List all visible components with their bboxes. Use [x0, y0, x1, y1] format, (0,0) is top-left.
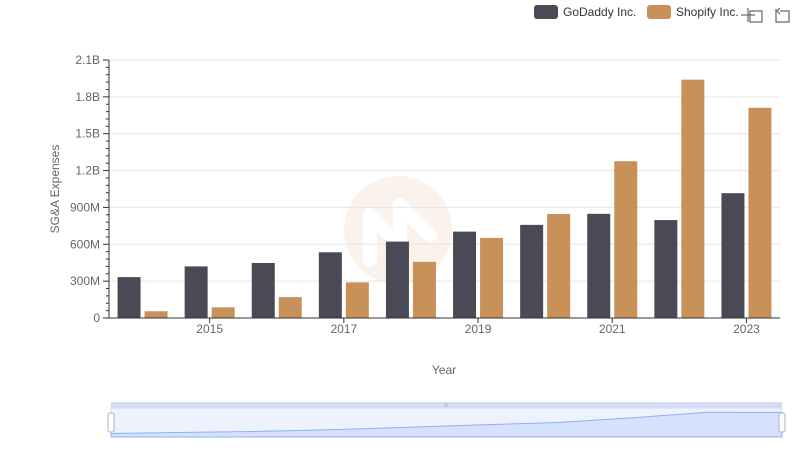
bar-shopify-2023[interactable] [748, 107, 772, 318]
bar-shopify-2014[interactable] [144, 311, 168, 318]
bar-godaddy-2016[interactable] [251, 262, 275, 318]
slider-handle-right[interactable] [778, 412, 786, 433]
bar-shopify-2021[interactable] [614, 161, 638, 318]
y-axis-title: SG&A Expenses [48, 145, 62, 234]
x-axis: 2015 2017 2019 2021 2023 [109, 317, 780, 336]
y-tick-label: 600M [70, 237, 100, 251]
slider-grip-icon: ≡ [444, 403, 448, 409]
data-zoom-slider[interactable]: ≡ [107, 402, 786, 438]
bar-godaddy-2020[interactable] [520, 224, 544, 318]
x-tick-label: 2023 [733, 322, 760, 336]
restore-icon[interactable] [775, 7, 790, 23]
legend-label-godaddy: GoDaddy Inc. [563, 5, 636, 19]
y-tick-label: 2.1B [75, 53, 100, 67]
legend-item-shopify[interactable]: Shopify Inc. [647, 5, 739, 19]
bar-godaddy-2014[interactable] [117, 277, 141, 318]
x-tick-label: 2017 [330, 322, 357, 336]
bar-shopify-2015[interactable] [211, 307, 235, 318]
bar-godaddy-2015[interactable] [184, 266, 208, 318]
y-tick-label: 1.2B [75, 164, 100, 178]
slider-preview-area [110, 411, 783, 438]
crosshair-icon[interactable] [741, 8, 763, 23]
bar-godaddy-2021[interactable] [587, 213, 611, 318]
bar-shopify-2017[interactable] [345, 282, 369, 318]
x-tick-label: 2019 [465, 322, 492, 336]
bar-shopify-2020[interactable] [547, 213, 571, 318]
x-tick-label: 2021 [599, 322, 626, 336]
slider-handle-left[interactable] [107, 412, 115, 433]
legend-label-shopify: Shopify Inc. [676, 5, 739, 19]
bar-shopify-2022[interactable] [681, 79, 705, 319]
bar-godaddy-2022[interactable] [654, 220, 678, 318]
y-tick-label: 300M [70, 274, 100, 288]
y-axis: 0 300M 600M 900M 1.2B 1.5B 1.8B 2.1B [70, 53, 110, 325]
x-axis-title: Year [432, 363, 456, 377]
bars [117, 79, 772, 319]
legend-swatch-shopify [647, 5, 671, 19]
bar-shopify-2019[interactable] [480, 237, 504, 318]
legend: GoDaddy Inc. Shopify Inc. [534, 5, 739, 19]
bar-godaddy-2023[interactable] [721, 193, 745, 318]
bar-shopify-2016[interactable] [278, 297, 302, 318]
bar-godaddy-2019[interactable] [453, 231, 477, 318]
y-tick-label: 1.5B [75, 127, 100, 141]
x-tick-label: 2015 [196, 322, 223, 336]
bar-godaddy-2017[interactable] [318, 252, 342, 318]
legend-item-godaddy[interactable]: GoDaddy Inc. [534, 5, 636, 19]
slider-top-bar[interactable] [111, 402, 782, 408]
bar-shopify-2018[interactable] [412, 261, 436, 318]
bar-godaddy-2018[interactable] [385, 241, 409, 318]
y-tick-label: 900M [70, 200, 100, 214]
y-tick-label: 1.8B [75, 90, 100, 104]
y-tick-label: 0 [93, 311, 100, 325]
legend-swatch-godaddy [534, 5, 558, 19]
